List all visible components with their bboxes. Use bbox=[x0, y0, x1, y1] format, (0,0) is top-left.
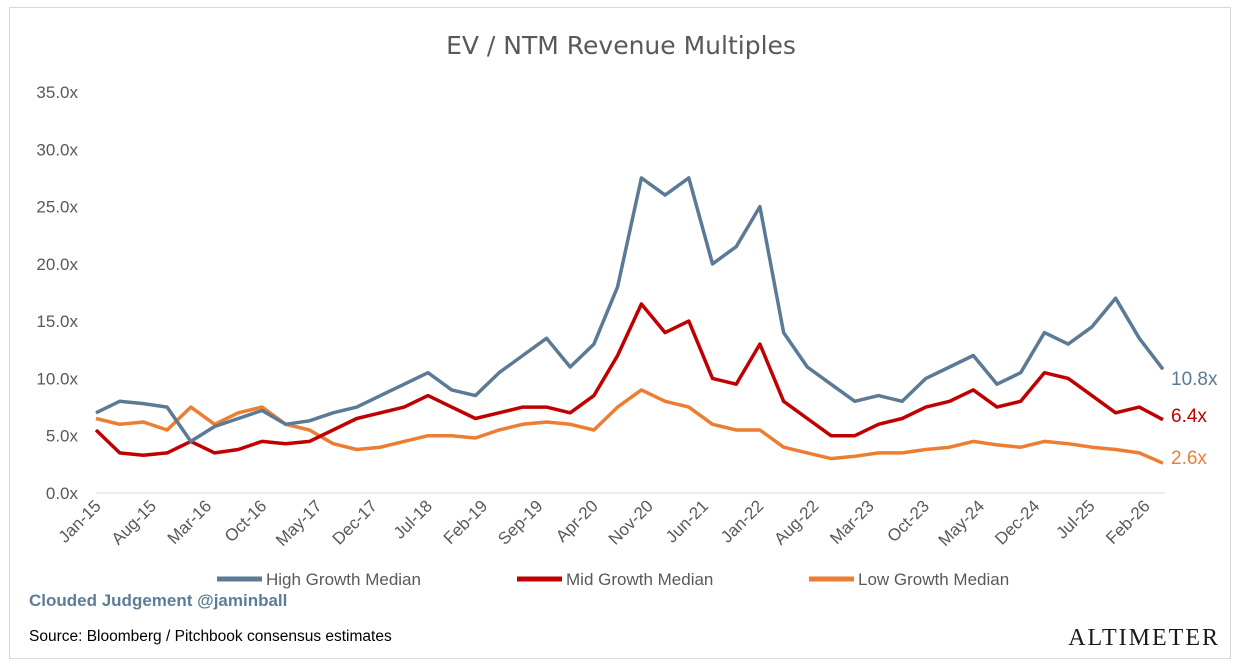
legend-label-low-growth: Low Growth Median bbox=[858, 570, 1009, 589]
end-labels: 2.6x 6.4x 10.8x bbox=[1171, 369, 1218, 469]
x-tick-label: May-24 bbox=[935, 496, 989, 550]
series-lines bbox=[94, 176, 1165, 465]
legend-label-high-growth: High Growth Median bbox=[266, 570, 421, 589]
y-tick-label: 35.0x bbox=[36, 83, 78, 102]
y-tick-label: 10.0x bbox=[36, 369, 78, 388]
series-line-mid-growth-median bbox=[94, 302, 1164, 457]
legend: High Growth Median Mid Growth Median Low… bbox=[217, 570, 1009, 589]
x-tick-label: Jan-15 bbox=[55, 496, 105, 546]
end-value-label: 10.8x bbox=[1171, 369, 1218, 390]
legend-item-mid-growth[interactable]: Mid Growth Median bbox=[517, 570, 713, 589]
legend-item-low-growth[interactable]: Low Growth Median bbox=[809, 570, 1009, 589]
x-tick-label: Dec-24 bbox=[991, 496, 1043, 548]
y-axis-ticks: 0.0x 5.0x 10.0x 15.0x 20.0x 25.0x 30.0x 35.0x bbox=[36, 83, 78, 503]
x-tick-label: Mar-23 bbox=[826, 496, 878, 548]
chart-title: EV / NTM Revenue Multiples bbox=[446, 31, 796, 60]
x-tick-label: Apr-20 bbox=[552, 496, 602, 546]
x-tick-label: Jul-25 bbox=[1052, 496, 1098, 542]
x-axis-ticks: Jan-15 Aug-15 Mar-16 Oct-16 May-17 Dec-17 Jul-… bbox=[55, 496, 1154, 550]
series-line-high-growth-median bbox=[95, 176, 1165, 444]
legend-item-high-growth[interactable]: High Growth Median bbox=[217, 570, 421, 589]
y-tick-label: 5.0x bbox=[46, 427, 79, 446]
watermark-text: Clouded Judgement @jaminball bbox=[29, 591, 287, 610]
x-tick-label: Jun-21 bbox=[662, 496, 712, 546]
end-value-label: 6.4x bbox=[1171, 406, 1207, 427]
x-tick-label: Nov-20 bbox=[605, 496, 657, 548]
altimeter-logo: ALTIMETER bbox=[1068, 625, 1220, 651]
x-tick-label: Oct-23 bbox=[883, 496, 933, 546]
y-tick-label: 0.0x bbox=[46, 484, 79, 503]
x-tick-label: Aug-15 bbox=[108, 496, 160, 548]
x-tick-label: Jul-18 bbox=[390, 496, 436, 542]
end-value-label: 2.6x bbox=[1171, 448, 1207, 469]
y-tick-label: 25.0x bbox=[36, 198, 78, 217]
y-tick-label: 15.0x bbox=[36, 312, 78, 331]
chart-frame bbox=[9, 7, 1231, 659]
x-tick-label: Oct-16 bbox=[221, 496, 271, 546]
x-tick-label: Jan-22 bbox=[717, 496, 767, 546]
x-tick-label: Feb-26 bbox=[1102, 496, 1154, 548]
y-tick-label: 20.0x bbox=[36, 255, 78, 274]
x-tick-label: Aug-22 bbox=[770, 496, 822, 548]
x-tick-label: Sep-19 bbox=[494, 496, 546, 548]
source-note: Source: Bloomberg / Pitchbook consensus … bbox=[29, 628, 392, 645]
series-line-low-growth-median bbox=[95, 388, 1164, 465]
x-tick-label: Feb-19 bbox=[440, 496, 492, 548]
legend-label-mid-growth: Mid Growth Median bbox=[566, 570, 713, 589]
x-tick-label: Mar-16 bbox=[164, 496, 216, 548]
x-tick-label: May-17 bbox=[272, 496, 326, 550]
y-tick-label: 30.0x bbox=[36, 140, 78, 159]
x-tick-label: Dec-17 bbox=[329, 496, 381, 548]
